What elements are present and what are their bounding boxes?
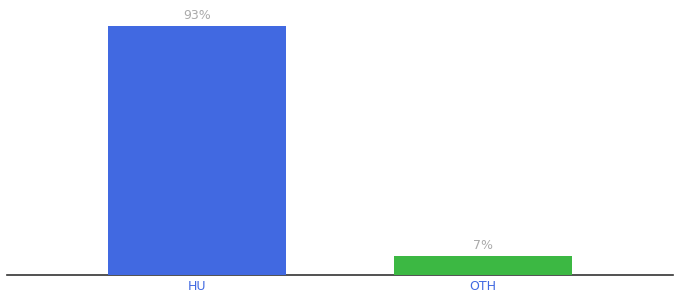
Text: 7%: 7% — [473, 239, 493, 252]
Bar — [394, 256, 572, 274]
Text: 93%: 93% — [184, 9, 211, 22]
Bar — [108, 26, 286, 274]
